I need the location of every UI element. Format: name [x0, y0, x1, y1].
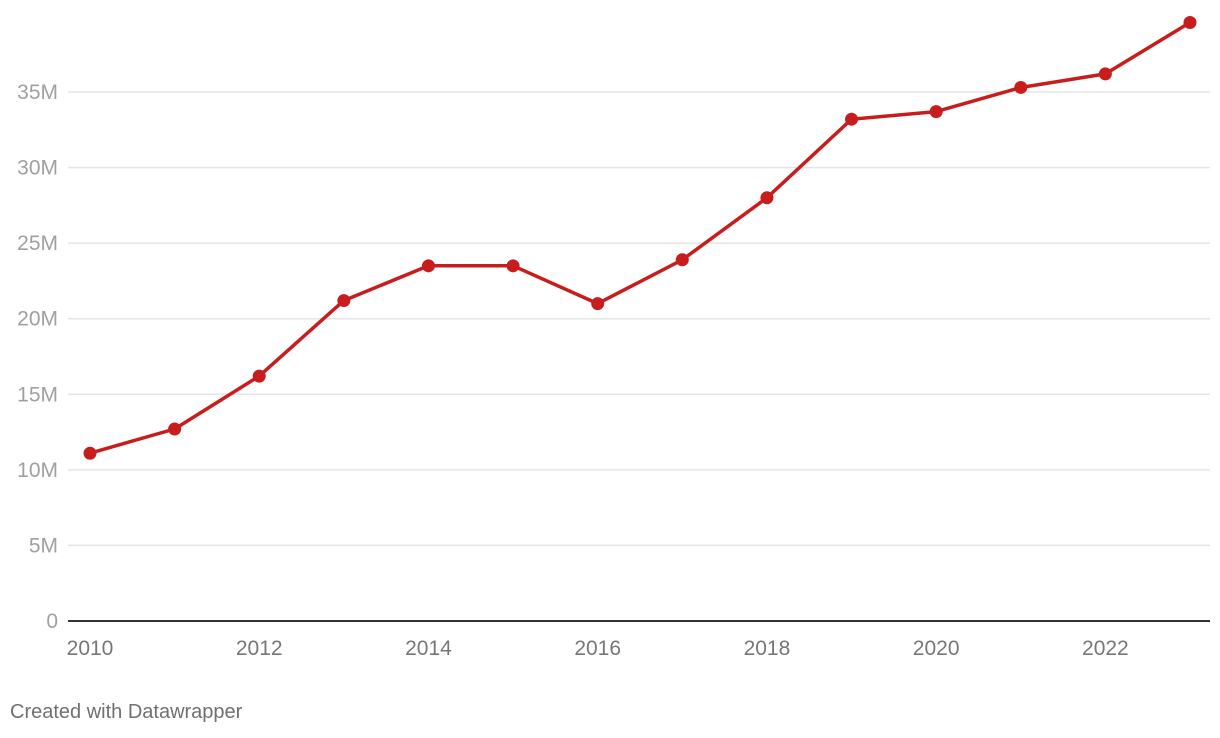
data-point [675, 253, 689, 267]
data-point [760, 191, 774, 205]
y-tick-label: 30M [17, 157, 58, 180]
data-point [252, 369, 266, 383]
y-tick-label: 25M [17, 232, 58, 255]
data-points [83, 15, 1197, 460]
data-point [337, 294, 351, 308]
x-tick-label: 2022 [1082, 637, 1129, 660]
x-tick-label: 2016 [574, 637, 621, 660]
y-tick-label: 20M [17, 308, 58, 331]
data-point [1014, 80, 1028, 94]
x-axis-tick-labels: 2010 2012 2014 2016 2018 2020 2022 [67, 637, 1129, 660]
y-tick-label: 5M [29, 534, 58, 557]
y-tick-label: 35M [17, 81, 58, 104]
data-point [83, 446, 97, 460]
data-point [506, 259, 520, 273]
chart-credit: Created with Datawrapper [10, 701, 243, 723]
data-point [845, 112, 859, 126]
series-line [88, 20, 1192, 455]
y-tick-label: 10M [17, 459, 58, 482]
y-axis-tick-labels: 0 5M 10M 15M 20M 25M 30M 35M [17, 81, 58, 633]
x-tick-label: 2010 [67, 637, 114, 660]
y-tick-label: 15M [17, 383, 58, 406]
data-point [168, 422, 182, 436]
gridlines [68, 91, 1210, 547]
x-tick-label: 2012 [236, 637, 283, 660]
x-tick-label: 2020 [913, 637, 960, 660]
data-point [1098, 67, 1112, 81]
y-tick-label: 0 [46, 610, 58, 633]
data-point [929, 105, 943, 119]
x-tick-label: 2018 [744, 637, 791, 660]
data-point [591, 297, 605, 311]
data-point [421, 259, 435, 273]
x-tick-label: 2014 [405, 637, 452, 660]
data-point [1183, 15, 1197, 29]
